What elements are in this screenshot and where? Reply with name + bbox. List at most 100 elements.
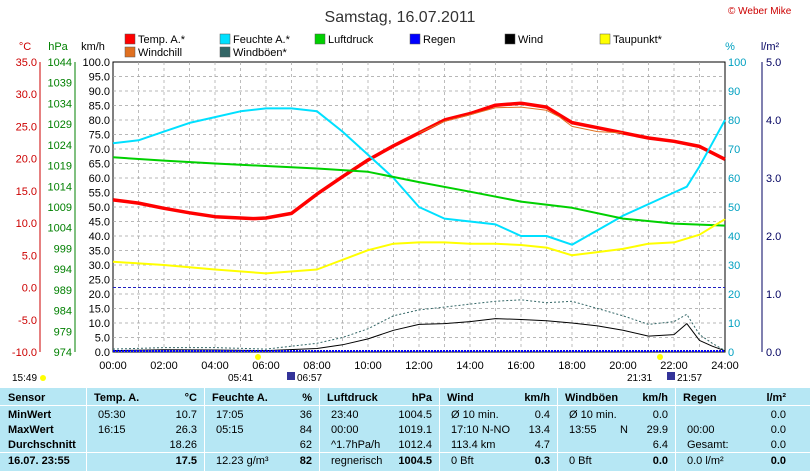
moonset-label: 06:57	[297, 373, 322, 384]
temp-tick-label: 10.0	[16, 218, 37, 230]
wind-tick-label: 10.0	[89, 318, 110, 330]
legend-swatch	[409, 33, 421, 45]
pressure-tick-label: 989	[54, 285, 72, 297]
sunrise-label: 05:41	[228, 373, 253, 384]
legend-label: Wind	[518, 34, 543, 46]
stats-row-label: Durchschnitt	[8, 439, 76, 451]
stats-column-wind	[439, 388, 440, 471]
legend-label: Luftdruck	[328, 34, 374, 46]
stats-sub: regnerisch	[331, 455, 383, 467]
stats-value: 4.7	[534, 439, 550, 451]
temp-tick-label: 5.0	[22, 250, 37, 262]
stats-sub: 0.0 l/m²	[687, 455, 724, 467]
temp-tick-label: 15.0	[16, 186, 37, 198]
wind-tick-label: 45.0	[89, 217, 110, 229]
stats-value: 1004.5	[398, 455, 432, 467]
stats-row-label: MinWert	[8, 409, 52, 421]
stats-value: 26.3	[175, 424, 197, 436]
stats-sub: ^1.7hPa/h	[331, 439, 381, 451]
humidity-tick-label: 80	[728, 115, 740, 127]
humidity-tick-label: 90	[728, 86, 740, 98]
stats-value: 0.0	[652, 455, 668, 467]
wind-tick-label: 25.0	[89, 275, 110, 287]
wind-tick-label: 5.0	[95, 333, 110, 345]
stats-dir: N	[620, 424, 628, 436]
pressure-tick-label: 1009	[48, 202, 72, 214]
humidity-tick-label: 70	[728, 144, 740, 156]
stats-value: 6.4	[652, 439, 668, 451]
series-line	[112, 318, 726, 352]
legend-swatch	[599, 33, 611, 45]
temp-tick-label: 0.0	[22, 283, 37, 295]
wind-tick-label: 55.0	[89, 188, 110, 200]
stats-unit: %	[302, 392, 312, 404]
series-line	[112, 218, 726, 275]
stats-value: 10.7	[175, 409, 197, 421]
wind-tick-label: 85.0	[89, 101, 110, 113]
pressure-tick-label: 1044	[48, 57, 72, 69]
wind-tick-label: 30.0	[89, 260, 110, 272]
axis-unit-pressure: hPa	[48, 41, 68, 53]
rain-tick-label: 1.0	[766, 289, 781, 301]
chart-legend: Temp. A.* Feuchte A.* Luftdruck Regen Wind Ta…	[124, 33, 663, 59]
humidity-tick-label: 0	[728, 347, 734, 359]
pressure-tick-label: 984	[54, 306, 72, 318]
time-tick-label: 16:00	[507, 360, 535, 372]
stats-header: Luftdruck	[327, 392, 378, 404]
stats-sub: 17:10	[451, 424, 479, 436]
wind-tick-label: 35.0	[89, 246, 110, 258]
time-tick-label: 22:00	[660, 360, 688, 372]
stats-separator	[0, 405, 810, 406]
stats-sub: 16:15	[98, 424, 126, 436]
legend-swatch	[124, 33, 136, 45]
time-tick-label: 00:00	[99, 360, 127, 372]
stats-column-temp	[86, 388, 87, 471]
legend-label: Regen	[423, 34, 455, 46]
axis-unit-temp: °C	[19, 41, 31, 53]
stats-sub: 0 Bft	[451, 455, 474, 467]
wind-tick-label: 20.0	[89, 289, 110, 301]
pressure-tick-label: 1004	[48, 223, 72, 235]
rain-tick-label: 2.0	[766, 231, 781, 243]
wind-tick-label: 0.0	[95, 347, 110, 359]
stats-value: 84	[299, 424, 312, 436]
stats-sub: 00:00	[687, 424, 715, 436]
stats-value: 1019.1	[398, 424, 432, 436]
pressure-tick-label: 999	[54, 243, 72, 255]
stats-value: 0.0	[770, 409, 786, 421]
pressure-tick-label: 974	[54, 347, 72, 359]
stats-sub: Ø 10 min.	[569, 409, 617, 421]
stats-sub: 13:55	[569, 424, 597, 436]
humidity-tick-label: 60	[728, 173, 740, 185]
series-line	[112, 299, 726, 352]
legend-swatch	[504, 33, 516, 45]
stats-value: 0.3	[534, 455, 550, 467]
series-line	[112, 101, 726, 221]
legend-swatch	[219, 33, 231, 45]
stats-sub: 0 Bft	[569, 455, 592, 467]
stats-value: 36	[299, 409, 312, 421]
legend-label: Windböen*	[233, 47, 288, 59]
stats-value: 1012.4	[398, 439, 432, 451]
pressure-tick-label: 1034	[48, 98, 72, 110]
time-tick-label: 20:00	[609, 360, 637, 372]
moonset-icon	[287, 372, 295, 380]
pressure-tick-label: 1024	[48, 140, 72, 152]
humidity-tick-label: 10	[728, 318, 740, 330]
time-tick-label: 14:00	[456, 360, 484, 372]
legend-swatch	[219, 46, 231, 58]
sunset-label: 21:31	[627, 373, 652, 384]
stats-value: 0.0	[770, 424, 786, 436]
time-label: 15:49	[12, 373, 37, 384]
axis-unit-rain: l/m²	[761, 41, 780, 53]
legend-label: Feuchte A.*	[233, 34, 291, 46]
stats-row-label: 16.07. 23:55	[8, 455, 70, 467]
time-tick-label: 08:00	[303, 360, 331, 372]
stats-sub: 17:05	[216, 409, 244, 421]
moonrise-label: 21:57	[677, 373, 702, 384]
stats-column-pressure	[319, 388, 320, 471]
rain-tick-label: 4.0	[766, 115, 781, 127]
stats-column-gust	[557, 388, 558, 471]
stats-row-label: MaxWert	[8, 424, 54, 436]
statistics-table: Sensor MinWert MaxWert Durchschnitt 16.07. 2…	[0, 388, 810, 471]
